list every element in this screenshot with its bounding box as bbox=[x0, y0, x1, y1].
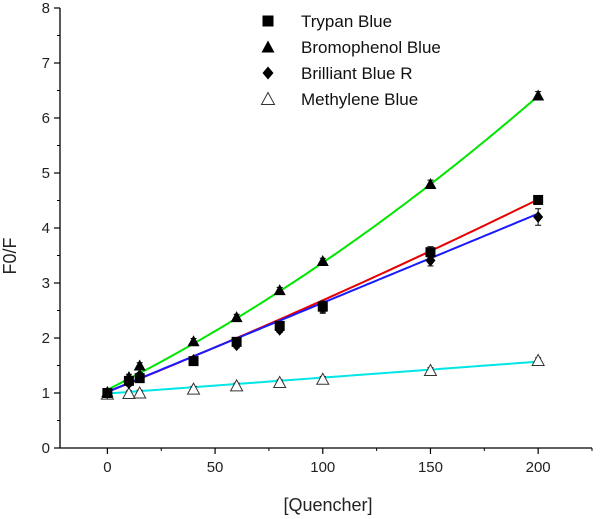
y-tick-label: 8 bbox=[42, 0, 50, 17]
fit-line-1 bbox=[106, 95, 539, 391]
data-point bbox=[134, 369, 145, 382]
fit-line-0 bbox=[107, 198, 539, 393]
data-point bbox=[424, 178, 437, 189]
legend-marker bbox=[261, 40, 275, 53]
y-tick-label: 5 bbox=[42, 165, 50, 182]
data-point bbox=[425, 254, 436, 267]
data-point bbox=[533, 211, 544, 223]
data-points bbox=[100, 89, 545, 400]
x-tick-label: 0 bbox=[103, 459, 111, 476]
y-tick-label: 4 bbox=[42, 220, 50, 237]
data-point bbox=[316, 255, 329, 266]
y-tick-label: 2 bbox=[42, 330, 50, 347]
x-tick-label: 100 bbox=[310, 459, 335, 476]
legend-label: Brilliant Blue R bbox=[301, 64, 413, 83]
data-point bbox=[133, 359, 146, 371]
legend-label: Bromophenol Blue bbox=[301, 38, 441, 57]
x-tick-label: 200 bbox=[526, 459, 551, 476]
data-point bbox=[230, 311, 243, 323]
legend-label: Methylene Blue bbox=[301, 90, 418, 109]
legend-marker bbox=[260, 91, 276, 105]
data-point bbox=[187, 335, 200, 347]
fit-lines bbox=[106, 95, 539, 395]
data-point bbox=[274, 323, 285, 336]
data-point bbox=[186, 382, 201, 395]
x-axis-title: [Quencher] bbox=[283, 495, 372, 515]
data-point bbox=[425, 247, 436, 258]
legend-marker bbox=[262, 66, 274, 80]
y-tick-label: 6 bbox=[42, 110, 50, 127]
data-point bbox=[531, 353, 545, 367]
data-point bbox=[273, 284, 286, 296]
data-point bbox=[315, 372, 330, 385]
y-tick-label: 1 bbox=[42, 385, 50, 402]
y-tick-label: 0 bbox=[42, 440, 50, 457]
data-point bbox=[123, 377, 134, 390]
data-point bbox=[188, 354, 199, 366]
data-point bbox=[229, 378, 244, 392]
legend-marker bbox=[262, 15, 274, 27]
y-tick-label: 3 bbox=[42, 275, 50, 292]
y-axis-title: F0/F bbox=[0, 237, 20, 274]
x-tick-label: 50 bbox=[207, 459, 224, 476]
legend-label: Trypan Blue bbox=[301, 12, 392, 31]
legend: Trypan Blue Bromophenol Blue Brilliant Blu… bbox=[260, 12, 441, 109]
data-point bbox=[317, 301, 328, 314]
axes: 0 1 2 3 4 5 6 7 8 0 50 100 150 200 bbox=[42, 0, 593, 476]
data-point bbox=[132, 385, 147, 399]
x-tick-label: 150 bbox=[418, 459, 443, 476]
data-point bbox=[423, 363, 438, 376]
data-point bbox=[102, 387, 113, 399]
data-point bbox=[231, 339, 242, 352]
y-tick-label: 7 bbox=[42, 55, 50, 72]
data-point bbox=[533, 194, 544, 205]
data-point bbox=[532, 89, 545, 101]
data-point bbox=[122, 386, 136, 400]
data-point bbox=[272, 375, 287, 389]
